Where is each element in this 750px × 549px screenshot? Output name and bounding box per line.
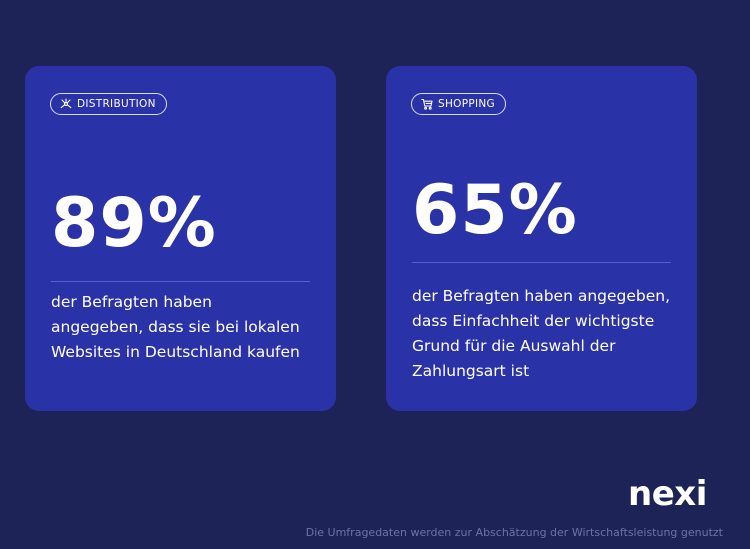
tag-label: SHOPPING <box>438 98 495 110</box>
description-line: dass Einfachheit der wichtigste <box>412 312 655 330</box>
description-line: Zahlungsart ist <box>412 362 530 380</box>
stat-card-shopping: SHOPPING 65% der Befragten haben angegeb… <box>386 66 697 411</box>
shopping-cart-icon <box>421 98 433 110</box>
nexi-logo: nexi <box>628 474 707 514</box>
category-tag: SHOPPING <box>411 93 506 115</box>
description-line: der Befragten haben angegeben, <box>412 287 671 305</box>
stat-card-distribution: DISTRIBUTION 89% der Befragten haben ang… <box>25 66 336 411</box>
description-line: der Befragten haben <box>51 293 212 311</box>
stat-value: 89% <box>51 184 217 263</box>
stat-description: der Befragten haben angegeben, dass Einf… <box>412 284 683 384</box>
description-line: angegeben, dass sie bei lokalen <box>51 318 300 336</box>
footnote: Die Umfragedaten werden zur Abschätzung … <box>305 526 723 539</box>
divider <box>51 281 310 282</box>
stat-description: der Befragten haben angegeben, dass sie … <box>51 290 322 365</box>
description-line: Grund für die Auswahl der <box>412 337 616 355</box>
distribution-icon <box>60 98 72 110</box>
divider <box>412 262 671 263</box>
stat-value: 65% <box>412 171 578 250</box>
tag-label: DISTRIBUTION <box>77 98 156 110</box>
category-tag: DISTRIBUTION <box>50 93 167 115</box>
description-line: Websites in Deutschland kaufen <box>51 343 300 361</box>
